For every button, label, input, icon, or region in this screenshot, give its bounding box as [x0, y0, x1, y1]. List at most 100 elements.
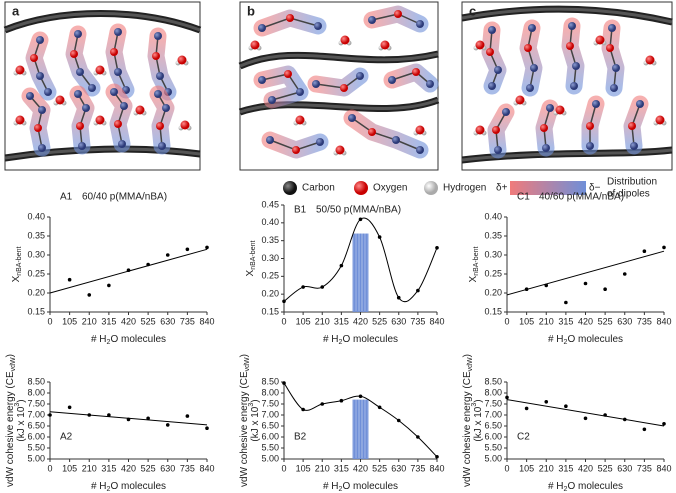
atom: [158, 142, 166, 150]
point: [603, 413, 607, 417]
panel-label: b: [247, 3, 255, 18]
x-tick-label: 735: [637, 463, 652, 473]
x-tick-label: 735: [180, 316, 195, 326]
atom: [606, 44, 614, 52]
atom: [530, 64, 538, 72]
atom: [156, 72, 164, 80]
axis-label-part: 2: [107, 486, 111, 493]
x-tick-label: 105: [519, 463, 534, 473]
carbon-icon: [283, 181, 297, 195]
atom: [612, 64, 620, 72]
point: [416, 288, 420, 293]
axis-label-part: vdW cohesive energy (CE: [462, 371, 473, 487]
panel-label: A2: [60, 432, 73, 443]
x-tick-label: 210: [539, 316, 554, 326]
x-tick-label: 315: [101, 463, 116, 473]
axis-label: (kJ x 103): [471, 399, 483, 441]
axis-label-part: nBA-bent: [250, 241, 257, 270]
y-tick-label: 6.00: [484, 431, 502, 441]
axis-label-part: 2: [339, 339, 343, 346]
x-tick-label: 315: [334, 463, 349, 473]
panel-label: C2: [517, 432, 530, 443]
axis-label-part: 3: [471, 403, 478, 407]
point: [126, 417, 131, 422]
atom: [120, 102, 128, 110]
atom: [284, 70, 292, 78]
axis-label: # H2O molecules: [548, 481, 623, 493]
axis-label-part: nBA-bent: [473, 247, 480, 276]
atom: [526, 84, 534, 92]
point: [603, 287, 607, 292]
atom: [114, 68, 122, 76]
point: [544, 400, 549, 404]
atom: [26, 92, 34, 100]
chain: [569, 25, 577, 87]
atom: [636, 100, 644, 108]
point: [301, 285, 305, 289]
axis-label: (kJ x 103): [248, 399, 260, 441]
panel-title: 40/60 p(MMA/nBA): [539, 192, 624, 203]
x-tick-label: 105: [62, 316, 77, 326]
atom: [38, 106, 46, 114]
atom: [74, 30, 82, 38]
y-tick-label: 8.50: [484, 376, 502, 386]
point: [524, 287, 529, 292]
x-tick-label: 840: [656, 463, 671, 473]
x-tick-label: 420: [578, 463, 593, 473]
legend-text: Hydrogen: [443, 183, 486, 194]
atom: [494, 66, 502, 74]
axis-label-part: # H: [323, 334, 339, 345]
y-tick-label: 0.25: [261, 271, 279, 281]
axis-label-part: X: [245, 269, 256, 276]
chain: [113, 31, 127, 91]
y-tick-label: 5.50: [261, 442, 279, 452]
x-tick-label: 315: [334, 316, 349, 326]
dipole-bar: [510, 181, 586, 195]
y-tick-label: 6.00: [27, 431, 45, 441]
x-tick-label: 840: [199, 316, 214, 326]
point: [107, 413, 111, 417]
point: [165, 253, 170, 257]
axis-label: XnBA-bent: [11, 247, 24, 283]
point: [622, 272, 627, 276]
legend-text: Carbon: [302, 183, 335, 194]
panel-title: 50/50 p(MMA/nBA): [316, 205, 401, 216]
oxygen: [555, 105, 565, 115]
axis-label-part: O molecules: [110, 334, 166, 345]
point: [320, 402, 325, 406]
axis-label-part: vdW cohesive energy (CE: [239, 371, 250, 487]
axis-label-part: O molecules: [342, 334, 398, 345]
y-tick-label: 0.40: [27, 211, 45, 221]
oxygen: [55, 95, 65, 105]
delta-minus: δ−: [589, 183, 601, 194]
x-tick-label: 420: [353, 316, 368, 326]
y-tick-label: 0.30: [261, 253, 279, 263]
y-tick-label: 0.30: [484, 249, 502, 259]
point: [165, 423, 170, 427]
y-tick-label: 7.50: [484, 398, 502, 408]
atom: [314, 22, 322, 30]
axis-label-part: ): [473, 399, 484, 402]
axis-label-part: (kJ x 10: [250, 406, 261, 441]
y-tick-label: 5.00: [27, 453, 45, 463]
point: [416, 435, 420, 439]
oxygen: [335, 145, 345, 155]
y-tick-label: 0.15: [27, 306, 45, 316]
axis-label: vdW cohesive energy (CEvdW): [239, 354, 252, 487]
oxygen: [340, 35, 350, 45]
point: [87, 413, 92, 417]
x-tick-label: 210: [315, 316, 330, 326]
atom: [268, 96, 276, 104]
atom: [76, 122, 84, 130]
atom: [412, 68, 420, 76]
oxygen: [295, 115, 305, 125]
oxygen: [655, 115, 665, 125]
y-tick-label: 0.30: [27, 249, 45, 259]
point: [662, 422, 666, 426]
chain: [33, 39, 49, 93]
axis-label-part: vdW: [10, 357, 17, 371]
oxygen: [15, 115, 25, 125]
axis-label: # H2O molecules: [91, 334, 166, 347]
x-tick-label: 525: [141, 316, 156, 326]
